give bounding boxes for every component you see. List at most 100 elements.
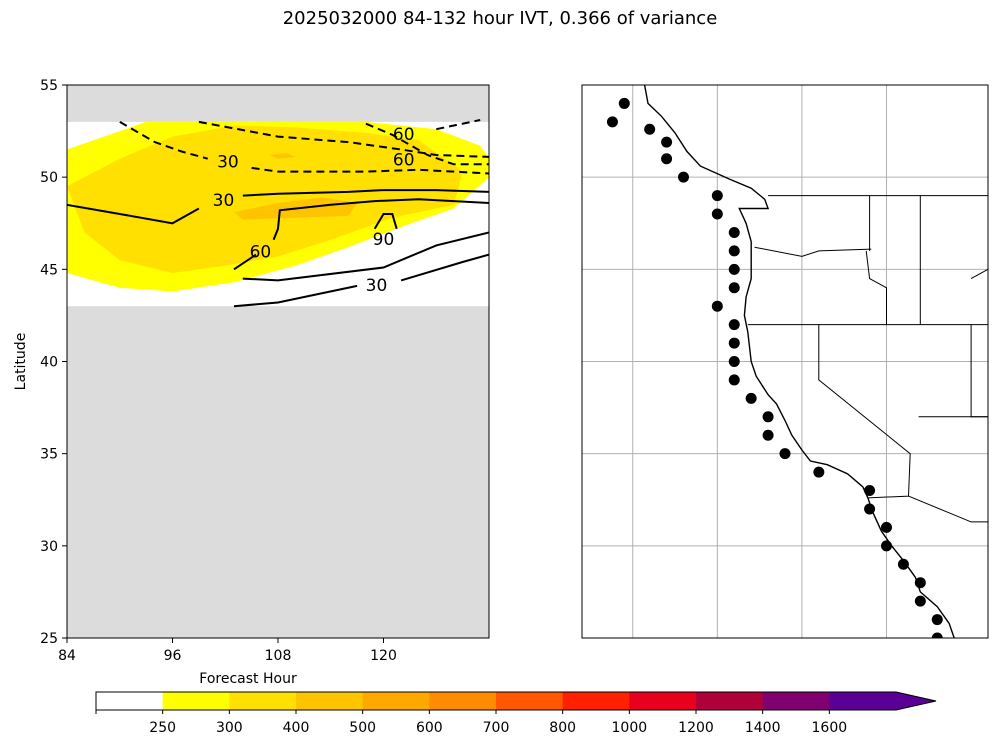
map-point-17 xyxy=(745,392,757,404)
colorbar-segment-5 xyxy=(429,692,497,710)
contour-line-30-7 xyxy=(233,284,358,308)
map-point-4 xyxy=(661,153,673,165)
map-point-22 xyxy=(864,485,876,497)
contour-line-90-12 xyxy=(373,213,398,230)
map-point-11 xyxy=(728,282,740,294)
colorbar-tick-label-1000: 1000 xyxy=(612,720,648,736)
contour-line--30-3 xyxy=(251,166,489,175)
map-point-14 xyxy=(728,337,740,349)
border-line-2 xyxy=(818,324,911,499)
map-point-0 xyxy=(618,97,630,109)
colorbar-outline xyxy=(95,691,937,711)
y-tick-label-55: 55 xyxy=(40,78,58,94)
map-point-7 xyxy=(711,208,723,220)
x-tick-label-84: 84 xyxy=(58,648,76,664)
coastline xyxy=(643,85,955,638)
colorbar-segment-3 xyxy=(296,692,364,710)
colorbar-segment-4 xyxy=(362,692,430,710)
border-line-3 xyxy=(754,246,872,257)
map-point-25 xyxy=(881,540,892,552)
colorbar-segment-0 xyxy=(96,692,164,710)
contour-line-60-9 xyxy=(233,253,257,271)
colorbar-tick-label-300: 300 xyxy=(216,720,243,736)
map-point-27 xyxy=(914,577,926,589)
map-point-1 xyxy=(606,116,618,128)
border-line-5 xyxy=(970,268,988,280)
contour-label-4: 60 xyxy=(250,243,272,263)
colorbar-tick-label-250: 250 xyxy=(149,720,176,736)
border-line-9 xyxy=(865,250,887,325)
map-point-5 xyxy=(678,171,689,183)
map-point-2 xyxy=(644,123,656,135)
map-point-10 xyxy=(728,263,740,275)
colorbar-segment-2 xyxy=(229,692,297,710)
contour-line--60-1 xyxy=(436,119,481,131)
x-axis-label: Forecast Hour xyxy=(199,671,297,687)
colorbar-tick-label-1600: 1600 xyxy=(812,720,848,736)
map-point-8 xyxy=(728,226,740,238)
map-point-15 xyxy=(728,356,740,367)
contour-line--30-4 xyxy=(198,120,489,158)
colorbar-segment-10 xyxy=(762,692,830,710)
colorbar-segment-8 xyxy=(629,692,697,710)
map-point-26 xyxy=(897,558,909,570)
contour-line-30-5 xyxy=(67,203,200,225)
map-point-20 xyxy=(779,448,791,460)
map-area xyxy=(582,85,988,638)
x-tick-label-96: 96 xyxy=(164,648,182,664)
colorbar-segment-1 xyxy=(162,692,230,710)
contour-label-6: 30 xyxy=(366,276,388,296)
y-tick-label-45: 45 xyxy=(40,262,58,278)
colorbar-tick-label-1400: 1400 xyxy=(745,720,781,736)
filled-contour-400-500-3 xyxy=(269,153,296,159)
colorbar-tick-label-400: 400 xyxy=(283,720,310,736)
map-point-30 xyxy=(931,632,943,638)
colorbar-segment-7 xyxy=(562,692,630,710)
map-point-13 xyxy=(728,319,740,331)
colorbar-tick-label-600: 600 xyxy=(416,720,443,736)
colorbar-segment-6 xyxy=(496,692,564,710)
map-point-23 xyxy=(864,503,876,515)
contour-label-3: 30 xyxy=(213,191,235,211)
map-point-19 xyxy=(762,429,774,441)
contour-line-30-8 xyxy=(400,253,489,282)
border-line-10 xyxy=(908,495,988,523)
colorbar-tick-label-700: 700 xyxy=(483,720,510,736)
map-frame xyxy=(581,84,989,639)
y-tick-label-50: 50 xyxy=(40,170,58,186)
map-point-9 xyxy=(728,245,740,257)
y-axis-label: Latitude xyxy=(13,333,29,391)
y-tick-label-25: 25 xyxy=(40,631,58,647)
contour-line--60-0 xyxy=(365,122,489,166)
colorbar-tick-label-800: 800 xyxy=(549,720,576,736)
y-tick-label-40: 40 xyxy=(40,355,58,371)
figure-title: 2025032000 84-132 hour IVT, 0.366 of var… xyxy=(282,8,718,29)
map-point-12 xyxy=(711,300,723,312)
contour-label-5: 90 xyxy=(373,230,395,250)
contour-label-0: 60 xyxy=(393,125,415,145)
map-point-29 xyxy=(931,614,943,626)
map-point-16 xyxy=(728,374,740,386)
contour-line-60-10 xyxy=(272,198,489,241)
colorbar-segment-9 xyxy=(696,692,764,710)
map-point-3 xyxy=(661,136,673,148)
map-point-6 xyxy=(711,190,723,202)
colorbar-tick-label-500: 500 xyxy=(349,720,376,736)
contour-line--30-2 xyxy=(119,121,208,160)
contour-label-1: 60 xyxy=(393,151,415,171)
colorbar-tick-label-1200: 1200 xyxy=(678,720,714,736)
x-tick-label-108: 108 xyxy=(265,648,292,664)
y-tick-label-35: 35 xyxy=(40,447,58,463)
map-point-21 xyxy=(813,466,825,478)
filled-contour-300-400-1 xyxy=(67,125,463,273)
map-point-24 xyxy=(881,521,892,533)
contour-line-30-6 xyxy=(242,189,489,197)
contour-line-60-11 xyxy=(242,231,489,282)
contour-label-2: 30 xyxy=(217,152,239,172)
y-tick-label-30: 30 xyxy=(40,539,58,555)
map-point-18 xyxy=(762,411,774,423)
contour-plot-area: 60 60 30 30 60 90 30 xyxy=(67,85,489,638)
